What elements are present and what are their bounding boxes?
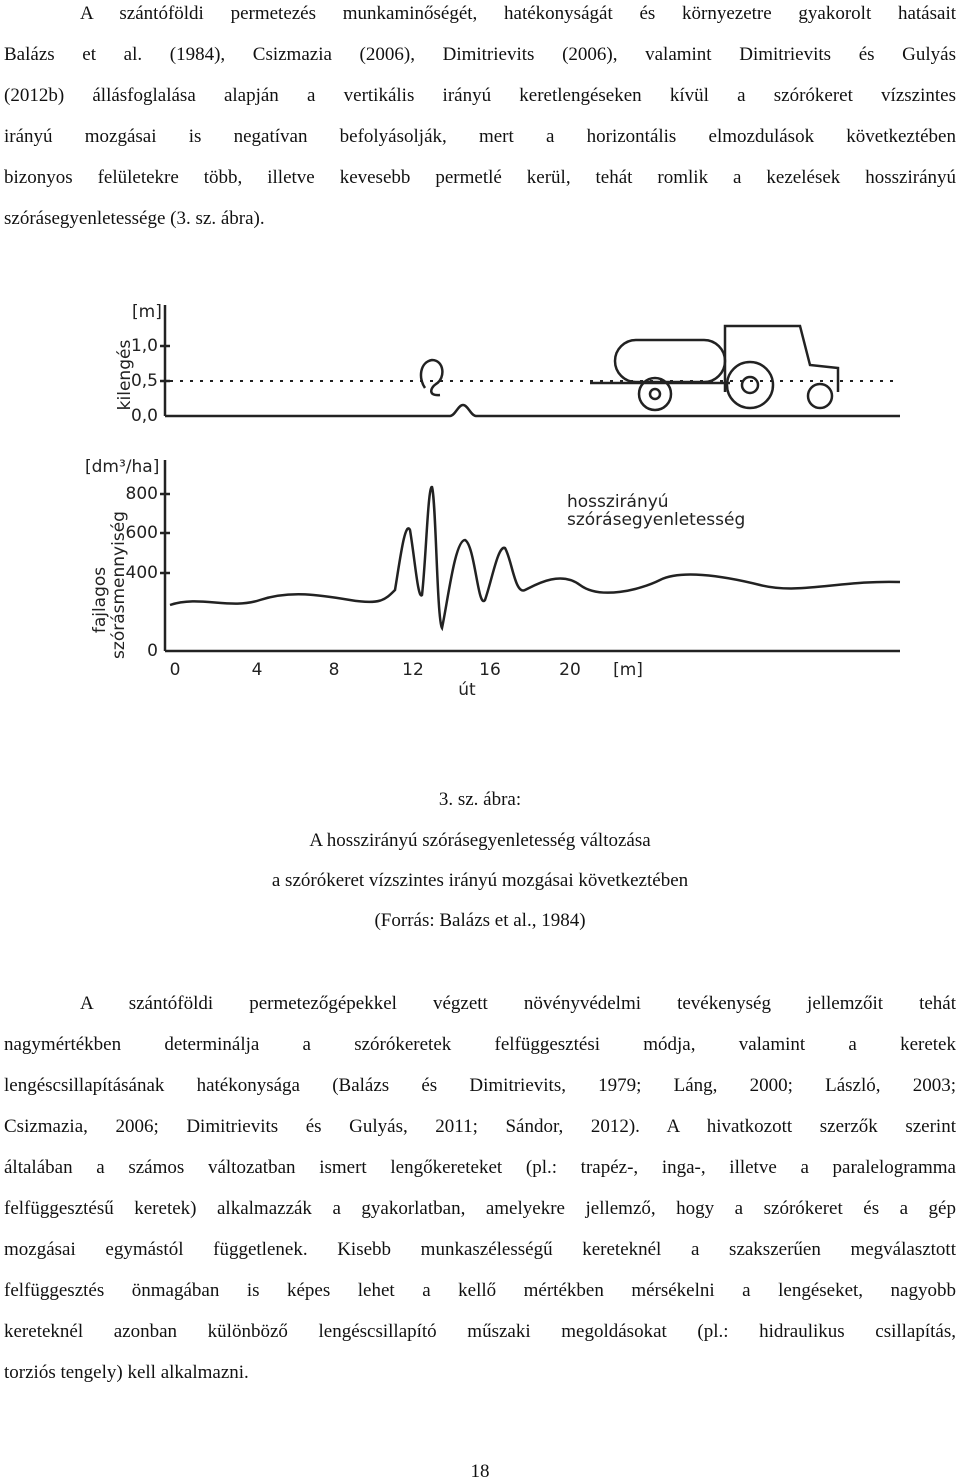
caption-line: A hosszirányú szórásegyenletesség változ… — [309, 830, 651, 851]
paragraph-line: A szántóföldi permetezőgépekkel végzett … — [80, 993, 956, 1014]
tick-label: 1,0 — [131, 336, 158, 356]
paragraph-line: lengéscsillapításának hatékonysága (Balá… — [4, 1075, 956, 1096]
axis-unit: [m] — [613, 660, 643, 680]
tick-label: 0,5 — [131, 371, 158, 391]
tick-label: 16 — [479, 660, 501, 680]
paragraph-line: általában a számos változatban ismert le… — [4, 1157, 956, 1178]
paragraph-line: irányú mozgásai is negatívan befolyásolj… — [4, 126, 956, 147]
paragraph-line: felfüggesztésű keretek) alkalmazzák a gy… — [4, 1198, 956, 1219]
paragraph-line: nagymértékben determinálja a szórókerete… — [4, 1034, 956, 1055]
paragraph-line: mozgásai egymástól függetlenek. Kisebb m… — [4, 1239, 956, 1260]
axis-label: szórásmennyiség — [109, 511, 129, 659]
caption-line: a szórókeret vízszintes irányú mozgásai … — [271, 870, 689, 891]
curve-label: szórásegyenletesség — [567, 510, 745, 530]
caption-line: 3. sz. ábra: — [438, 789, 522, 810]
tick-label: 4 — [252, 660, 263, 680]
paragraph-line: bizonyos felületekre több, illetve keves… — [4, 167, 956, 188]
tick-label: 600 — [126, 523, 158, 543]
paragraph-line: torziós tengely) kell alkalmazni. — [4, 1362, 249, 1383]
tick-label: 8 — [329, 660, 340, 680]
page-number: 18 — [470, 1461, 490, 1482]
axis-unit: [dm³/ha] — [85, 457, 159, 477]
caption-line: (Forrás: Balázs et al., 1984) — [374, 910, 586, 931]
tick-label: 20 — [559, 660, 581, 680]
axis-label: út — [458, 680, 476, 700]
tick-label: 0 — [170, 660, 181, 680]
tick-label: 800 — [126, 484, 158, 504]
paragraph-line: (2012b) állásfoglalása alapján a vertiká… — [4, 85, 956, 106]
paragraph-line: Balázs et al. (1984), Csizmazia (2006), … — [4, 44, 956, 65]
paragraph-line: szórásegyenletessége (3. sz. ábra). — [4, 208, 265, 229]
paragraph-line: kereteknél azonban különböző lengéscsill… — [4, 1321, 956, 1342]
axis-label: kilengés — [115, 340, 135, 411]
paragraph-line: A szántóföldi permetezés munkaminőségét,… — [80, 3, 956, 24]
paragraph-line: felfüggesztés önmagában is képes lehet a… — [4, 1280, 956, 1301]
paragraph-line: Csizmazia, 2006; Dimitrievits és Gulyás,… — [4, 1116, 956, 1137]
tick-label: 0,0 — [131, 406, 158, 426]
axis-label: fajlagos — [90, 567, 110, 633]
tick-label: 400 — [126, 563, 158, 583]
tick-label: 0 — [147, 641, 158, 661]
axis-unit: [m] — [132, 302, 162, 322]
curve-label: hosszirányú — [567, 492, 669, 512]
tick-label: 12 — [402, 660, 424, 680]
